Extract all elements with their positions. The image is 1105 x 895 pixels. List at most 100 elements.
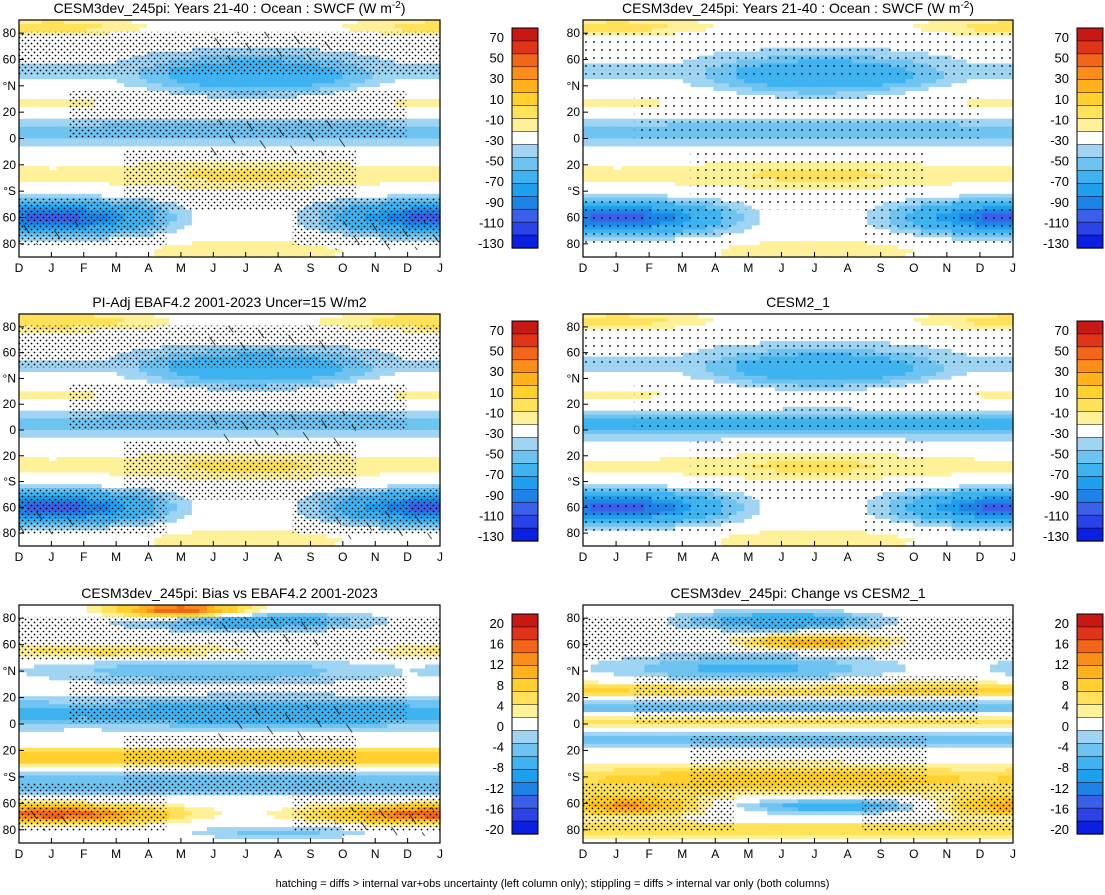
heatmap-cell <box>982 87 991 92</box>
heatmap-cell <box>402 146 411 151</box>
heatmap-cell <box>334 27 343 33</box>
heatmap-cell <box>728 79 738 84</box>
heatmap-cell <box>71 166 80 171</box>
heatmap-cell <box>690 27 699 33</box>
heatmap-cell <box>690 23 699 29</box>
heatmap-cell <box>71 87 80 92</box>
heatmap-cell <box>982 102 991 108</box>
heatmap-cell <box>184 229 193 234</box>
heatmap-cell <box>424 99 434 104</box>
heatmap-cell <box>682 83 692 88</box>
heatmap-cell <box>813 23 822 29</box>
heatmap-cell <box>379 185 388 191</box>
heatmap-cell <box>417 174 426 179</box>
heatmap-cell <box>867 87 876 92</box>
heatmap-cell <box>206 241 216 246</box>
heatmap-cell <box>259 241 268 246</box>
heatmap-cell <box>34 102 43 108</box>
heatmap-cell <box>214 23 223 29</box>
heatmap-cell <box>71 75 80 80</box>
heatmap-cell <box>997 27 1006 33</box>
heatmap-cell <box>26 106 35 112</box>
heatmap-cell <box>621 118 630 124</box>
heatmap-cell <box>206 217 216 223</box>
heatmap-cell <box>71 249 80 254</box>
heatmap-cell <box>146 23 155 29</box>
heatmap-cell <box>124 23 133 29</box>
heatmap-cell <box>913 83 922 88</box>
heatmap-cell <box>116 193 125 199</box>
heatmap-cell <box>146 20 155 25</box>
heatmap-cell <box>56 99 65 104</box>
heatmap-cell <box>319 249 328 254</box>
heatmap-cell <box>583 91 592 96</box>
heatmap-cell <box>598 23 607 29</box>
heatmap-cell <box>221 79 231 84</box>
heatmap-cell <box>252 249 261 254</box>
heatmap-cell <box>34 110 43 116</box>
heatmap-cell <box>94 150 103 155</box>
heatmap-cell <box>19 75 28 80</box>
heatmap-cell <box>417 20 426 25</box>
heatmap-cell <box>387 189 396 195</box>
heatmap-cell <box>982 95 991 100</box>
heatmap-cell <box>372 166 381 171</box>
heatmap-cell <box>297 83 306 88</box>
heatmap-cell <box>936 23 945 29</box>
heatmap-cell <box>221 241 231 246</box>
heatmap-cell <box>131 138 140 144</box>
heatmap-cell <box>237 83 246 88</box>
heatmap-cell <box>424 178 434 183</box>
heatmap-cell <box>372 20 381 25</box>
heatmap-cell <box>146 27 155 33</box>
heatmap-cell <box>372 181 381 187</box>
heatmap-cell <box>49 170 58 175</box>
heatmap-cell <box>191 83 201 88</box>
heatmap-cell <box>79 142 88 147</box>
heatmap-cell <box>364 185 373 191</box>
heatmap-cell <box>297 75 306 80</box>
heatmap-cell <box>101 23 110 29</box>
heatmap-cell <box>109 162 118 167</box>
heatmap-cell <box>409 142 419 147</box>
heatmap-cell <box>943 75 953 80</box>
heatmap-cell <box>191 213 201 219</box>
heatmap-cell <box>372 162 381 167</box>
heatmap-cell <box>64 126 73 132</box>
heatmap-cell <box>252 241 261 246</box>
heatmap-cell <box>79 146 88 151</box>
heatmap-cell <box>997 79 1006 84</box>
heatmap-cell <box>282 27 291 33</box>
heatmap-cell <box>867 79 876 84</box>
heatmap-cell <box>297 23 306 29</box>
heatmap-cell <box>613 95 622 100</box>
heatmap-cell <box>26 134 35 140</box>
heatmap-cell <box>237 229 246 234</box>
heatmap-cell <box>124 138 133 144</box>
heatmap-cell <box>274 229 283 234</box>
heatmap-cell <box>259 27 268 33</box>
colorbar-swatch <box>511 208 539 223</box>
heatmap-cell <box>844 83 853 88</box>
heatmap-cell <box>372 83 381 88</box>
heatmap-cell <box>94 174 103 179</box>
heatmap-cell <box>199 241 208 246</box>
y-tick-label: 60 <box>3 211 17 225</box>
heatmap-cell <box>974 27 983 33</box>
heatmap-cell <box>805 20 814 25</box>
heatmap-cell <box>982 110 991 116</box>
heatmap-cell <box>86 75 95 80</box>
heatmap-cell <box>221 87 231 92</box>
heatmap-cell <box>244 27 253 33</box>
heatmap-cell <box>606 75 615 80</box>
heatmap-cell <box>244 213 253 219</box>
heatmap-cell <box>357 83 366 88</box>
heatmap-cell <box>56 95 65 100</box>
heatmap-cell <box>116 154 125 159</box>
heatmap-cell <box>590 79 599 84</box>
heatmap-cell <box>417 102 426 108</box>
heatmap-cell <box>267 23 276 29</box>
heatmap-cell <box>161 79 170 84</box>
heatmap-cell <box>94 87 103 92</box>
heatmap-cell <box>101 138 110 144</box>
